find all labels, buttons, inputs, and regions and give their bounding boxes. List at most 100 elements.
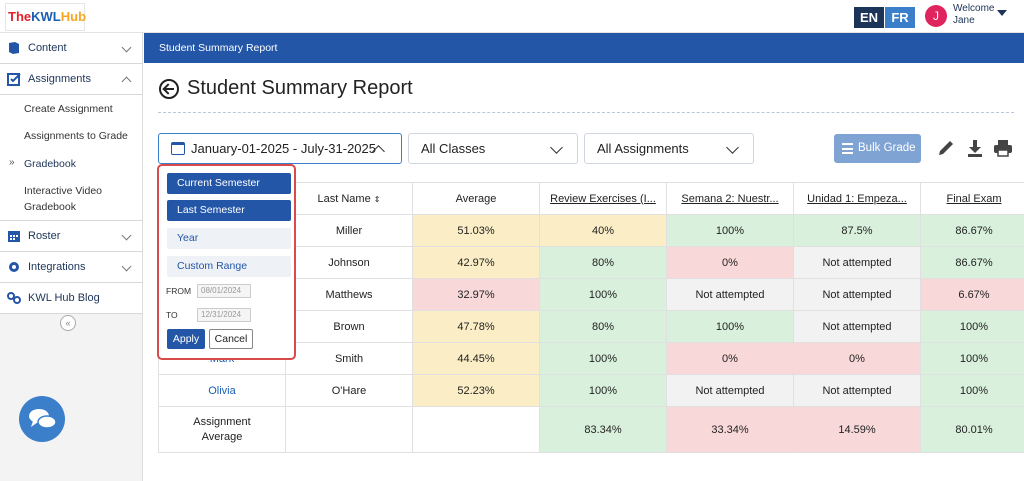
score-cell: 0% xyxy=(666,342,794,375)
footer-label-line1: Assignment xyxy=(193,415,251,428)
empty-cell xyxy=(285,406,413,453)
score-cell: 100% xyxy=(666,214,794,247)
last-name-cell: Matthews xyxy=(285,278,413,311)
score-cell: 100% xyxy=(920,374,1024,407)
score-cell: 87.5% xyxy=(793,214,921,247)
checkbox-edit-icon xyxy=(7,73,21,86)
bulk-grade-button[interactable]: Bulk Grade xyxy=(834,134,921,163)
sidebar-item-create-assignment[interactable]: Create Assignment xyxy=(24,103,113,115)
sidebar-item-interactive-video[interactable]: Interactive Video xyxy=(24,185,103,197)
score-cell: 0% xyxy=(666,246,794,279)
assignment-average-cell: 80.01% xyxy=(920,406,1024,453)
sidebar-item-assignments-to-grade[interactable]: Assignments to Grade xyxy=(24,130,128,142)
score-cell: 100% xyxy=(539,374,667,407)
kwl-hub-logo[interactable]: TheKWLHub xyxy=(5,3,87,31)
assignment-header[interactable]: Unidad 1: Empeza... xyxy=(793,182,921,215)
calendar-icon xyxy=(171,142,185,155)
user-name: Jane xyxy=(953,15,975,26)
score-cell: Not attempted xyxy=(666,374,794,407)
calendar-icon xyxy=(8,231,20,242)
page-title: Student Summary Report xyxy=(187,77,413,99)
average-cell: 42.97% xyxy=(412,246,540,279)
last-name-cell: Smith xyxy=(285,342,413,375)
top-bar: TheKWLHub EN FR J Welcome Jane xyxy=(0,0,1024,33)
average-cell: 51.03% xyxy=(412,214,540,247)
from-date-input[interactable]: 08/01/2024 xyxy=(197,284,251,298)
average-cell: 47.78% xyxy=(412,310,540,343)
last-name-cell: O'Hare xyxy=(285,374,413,407)
sidebar-item-gradebook[interactable]: Gradebook xyxy=(24,158,76,170)
assignment-header[interactable]: Final Exam xyxy=(920,182,1024,215)
assignments-dropdown[interactable]: All Assignments xyxy=(584,133,754,164)
sidebar-item-roster[interactable]: Roster xyxy=(0,221,142,252)
sidebar-item-label: Assignments xyxy=(28,73,91,85)
sidebar-item-label: Integrations xyxy=(28,261,86,273)
to-date-input[interactable]: 12/31/2024 xyxy=(197,308,251,322)
classes-value: All Classes xyxy=(421,141,486,156)
header-label: Last Name xyxy=(317,192,371,205)
apply-button[interactable]: Apply xyxy=(167,329,205,349)
link-icon xyxy=(7,292,21,304)
back-arrow-icon[interactable] xyxy=(159,79,179,99)
score-cell: Not attempted xyxy=(793,246,921,279)
assignment-header[interactable]: Review Exercises (I... xyxy=(539,182,667,215)
header-label: Review Exercises (I... xyxy=(550,192,656,205)
header-label: Unidad 1: Empeza... xyxy=(807,192,907,205)
pencil-icon[interactable] xyxy=(936,138,956,158)
sidebar-item-label: Roster xyxy=(28,230,61,242)
option-current-semester[interactable]: Current Semester xyxy=(167,173,291,194)
sidebar: Content Assignments Create Assignment As… xyxy=(0,33,143,481)
option-year[interactable]: Year xyxy=(167,228,291,249)
first-name-cell[interactable]: Olivia xyxy=(158,374,286,407)
footer-label-line2: Average xyxy=(201,430,243,443)
chevron-down-icon xyxy=(726,141,739,154)
breadcrumb-banner: Student Summary Report xyxy=(144,33,1024,63)
last-name-header[interactable]: Last Name ⇕ xyxy=(285,182,413,215)
option-custom-range[interactable]: Custom Range xyxy=(167,256,291,277)
print-icon[interactable] xyxy=(993,138,1013,158)
empty-cell xyxy=(412,406,540,453)
logo-text-the: The xyxy=(8,9,32,24)
sidebar-item-interactive-video-gradebook[interactable]: Gradebook xyxy=(24,201,76,213)
from-label: FROM xyxy=(166,286,192,296)
option-last-semester[interactable]: Last Semester xyxy=(167,200,291,221)
chevron-down-icon xyxy=(121,230,132,241)
title-divider xyxy=(158,112,1014,113)
sidebar-item-blog[interactable]: KWL Hub Blog xyxy=(0,283,142,314)
bulk-grade-label: Bulk Grade xyxy=(858,142,916,154)
lang-en-button[interactable]: EN xyxy=(854,7,884,28)
user-menu-caret-icon[interactable] xyxy=(997,10,1007,16)
table-row: Olivia O'Hare 52.23% 100% Not attempted … xyxy=(158,374,1024,407)
avatar[interactable]: J xyxy=(925,5,947,27)
last-name-cell: Brown xyxy=(285,310,413,343)
score-cell: 86.67% xyxy=(920,214,1024,247)
date-range-dropdown[interactable]: January-01-2025 - July-31-2025 xyxy=(158,133,402,164)
sidebar-collapse-button[interactable]: « xyxy=(60,315,76,331)
user-menu[interactable]: Welcome Jane xyxy=(953,3,995,27)
classes-dropdown[interactable]: All Classes xyxy=(408,133,578,164)
score-cell: Not attempted xyxy=(793,310,921,343)
book-icon xyxy=(9,42,19,54)
date-range-value: January-01-2025 - July-31-2025 xyxy=(191,141,376,156)
lang-fr-button[interactable]: FR xyxy=(885,7,915,28)
last-name-cell: Johnson xyxy=(285,246,413,279)
score-cell: 100% xyxy=(920,342,1024,375)
chevron-up-icon xyxy=(121,76,132,87)
score-cell: 100% xyxy=(920,310,1024,343)
last-name-cell: Miller xyxy=(285,214,413,247)
chevron-down-icon xyxy=(121,261,132,272)
assignment-header[interactable]: Semana 2: Nuestr... xyxy=(666,182,794,215)
sidebar-item-content[interactable]: Content xyxy=(0,33,142,64)
average-cell: 44.45% xyxy=(412,342,540,375)
sidebar-item-label: Content xyxy=(28,42,67,54)
sidebar-item-assignments[interactable]: Assignments xyxy=(0,64,142,95)
cancel-button[interactable]: Cancel xyxy=(209,329,253,349)
gear-icon xyxy=(9,262,19,272)
chat-button[interactable] xyxy=(19,396,65,442)
list-icon xyxy=(842,143,853,154)
download-icon[interactable] xyxy=(965,138,985,158)
logo-text-hub: Hub xyxy=(60,9,87,24)
sidebar-item-integrations[interactable]: Integrations xyxy=(0,252,142,283)
header-label: Final Exam xyxy=(946,192,1002,205)
sort-icon[interactable]: ⇕ xyxy=(373,194,381,204)
